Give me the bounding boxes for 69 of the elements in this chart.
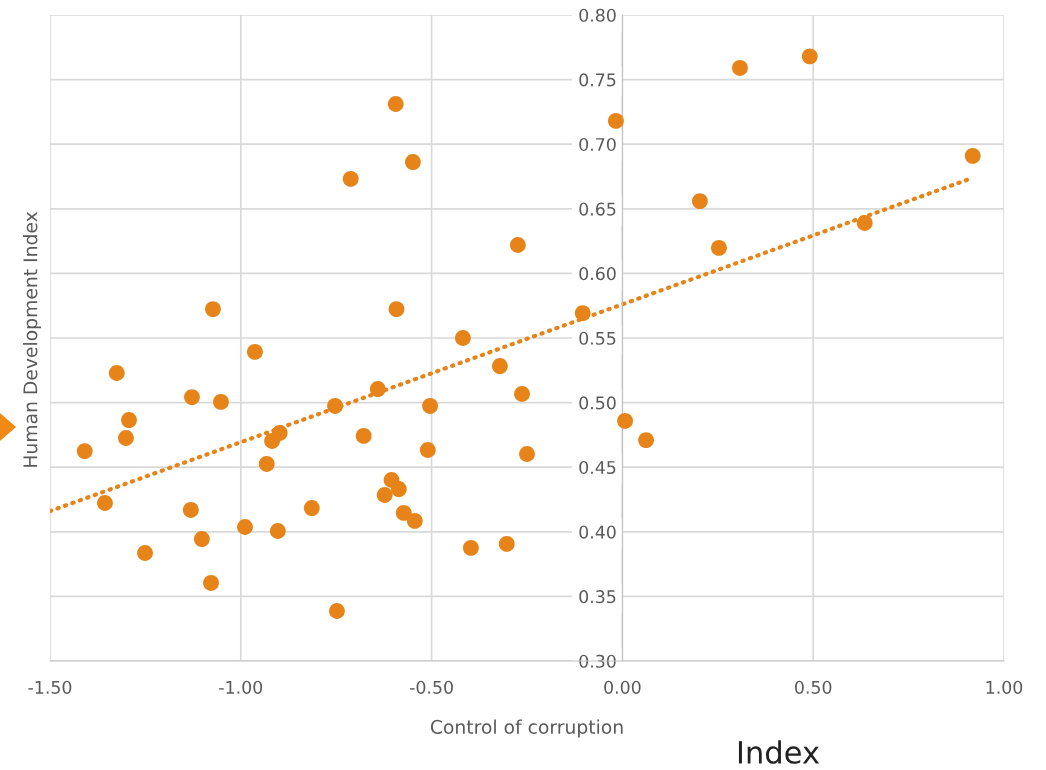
y-axis-title: Human Development Index [22, 211, 42, 467]
y-tick-label: 0.55 [579, 331, 616, 345]
x-axis-title: Control of corruption [430, 719, 623, 738]
point [369, 381, 386, 397]
point [213, 394, 229, 410]
x-tick-label: 1.00 [986, 680, 1023, 694]
point [247, 344, 263, 360]
point [329, 603, 345, 619]
point [258, 456, 275, 472]
point [108, 365, 125, 381]
y-tick-label: 0.30 [579, 654, 616, 668]
point [342, 171, 359, 187]
point [491, 358, 508, 374]
point [237, 519, 253, 535]
point [404, 154, 421, 170]
point [607, 113, 624, 129]
point [406, 513, 423, 529]
y-tick-label: 0.45 [579, 460, 616, 475]
point [856, 215, 873, 231]
y-tick-label: 0.75 [579, 73, 616, 87]
y-tick-label: 0.80 [579, 8, 616, 22]
point [271, 425, 288, 441]
point [388, 301, 405, 317]
y-tick-label: 0.35 [579, 590, 616, 604]
point [462, 540, 479, 556]
point [691, 193, 708, 209]
point [137, 545, 153, 561]
point [964, 147, 981, 164]
y-tick-label: 0.65 [579, 202, 616, 216]
point [303, 500, 320, 516]
point [269, 523, 286, 539]
x-tick-label: -0.50 [409, 680, 453, 694]
point [498, 536, 515, 552]
point [509, 237, 526, 253]
point [514, 386, 530, 402]
point [617, 413, 633, 429]
x-tick-label: 0.00 [604, 680, 641, 694]
point [395, 505, 412, 521]
point [193, 531, 210, 547]
y-tick-label: 0.50 [579, 396, 616, 410]
point [732, 60, 748, 76]
point [184, 389, 200, 405]
point [390, 481, 407, 497]
point [376, 487, 393, 503]
point [801, 48, 818, 65]
point [355, 428, 372, 444]
x-tick-label: -1.50 [28, 680, 72, 694]
point [454, 330, 471, 346]
point [387, 96, 404, 112]
point [121, 412, 137, 428]
y-tick-label: 0.70 [579, 137, 616, 152]
y-tick-label: 0.60 [579, 267, 616, 281]
point [118, 430, 134, 446]
point [419, 442, 436, 458]
point [574, 305, 591, 321]
point [182, 502, 199, 518]
point [422, 398, 438, 414]
text: Index [738, 740, 820, 764]
y-tick-label: 0.40 [579, 525, 616, 539]
point [638, 432, 654, 448]
point [76, 443, 93, 459]
point [327, 398, 343, 414]
point [203, 575, 219, 591]
point [97, 495, 113, 511]
point [711, 240, 727, 256]
x-tick-label: 0.50 [795, 680, 832, 694]
point [205, 301, 221, 317]
x-tick-label: -1.00 [219, 680, 263, 694]
point [519, 446, 535, 462]
